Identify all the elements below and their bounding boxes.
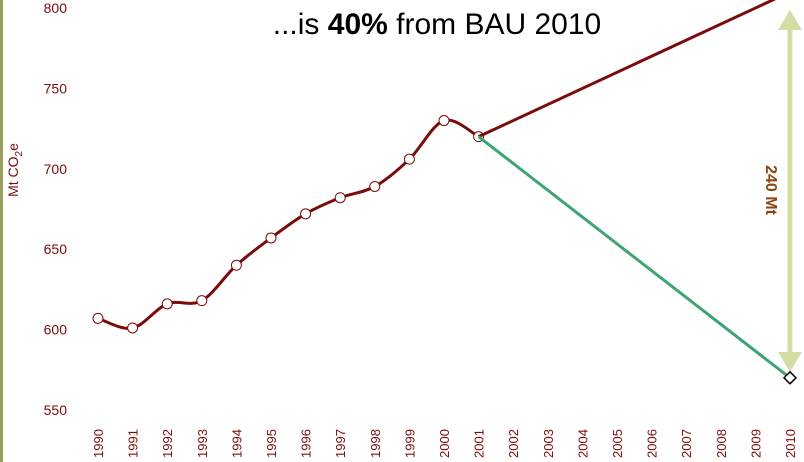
y-tick-label: 550 [44,402,68,418]
y-tick-label: 800 [44,0,68,16]
x-tick-label: 2006 [645,429,660,458]
data-point [161,298,173,310]
x-tick-label: 2002 [506,429,521,458]
data-point [230,259,242,271]
data-point [127,322,139,334]
x-tick-label: 1998 [368,429,383,458]
data-point [334,192,346,204]
y-tick-label: 750 [44,80,68,96]
data-point [369,180,381,192]
x-tick-label: 1996 [299,429,314,458]
y-label-tail: e [5,143,21,151]
y-tick-label: 650 [44,241,68,257]
data-point [92,312,104,324]
x-tick-label: 1997 [333,429,348,458]
series-line [477,135,791,380]
x-tick-label: 2003 [541,429,556,458]
data-point [300,208,312,220]
data-point [196,295,208,307]
x-tick-label: 2001 [472,429,487,458]
y-label-main: Mt CO [5,156,21,197]
edge-strip [0,0,3,462]
y-label-sub: 2 [14,150,25,156]
x-tick-label: 2000 [437,429,452,458]
title-part: 40% [328,8,388,41]
y-tick-label: 600 [44,322,68,338]
data-point [265,232,277,244]
annotation: 240 Mt [762,165,779,215]
x-tick-label: 1994 [229,429,244,458]
x-tick-label: 1999 [402,429,417,458]
x-tick-label: 2004 [575,429,590,458]
x-tick-label: 2008 [714,429,729,458]
data-point [403,153,415,165]
x-tick-label: 1992 [160,429,175,458]
series-line [97,118,480,330]
x-tick-label: 2009 [748,429,763,458]
y-axis-label: Mt CO2e [5,143,25,197]
chart-title: ...is 40% from BAU 2010 [273,8,602,41]
arrow-head [778,10,802,30]
x-tick-label: 1990 [91,429,106,458]
end-marker [782,370,798,385]
data-point [438,115,450,127]
title-part: ...is [273,8,328,41]
x-tick-label: 2005 [610,429,625,458]
series-line [477,0,777,139]
y-tick-label: 700 [44,161,68,177]
title-part: from BAU 2010 [388,8,601,41]
x-tick-label: 1991 [126,429,141,458]
x-tick-label: 2007 [679,429,694,458]
arrow-head [778,352,802,372]
x-tick-label: 1993 [195,429,210,458]
x-tick-label: 1995 [264,429,279,458]
x-tick-label: 2010 [783,429,798,458]
